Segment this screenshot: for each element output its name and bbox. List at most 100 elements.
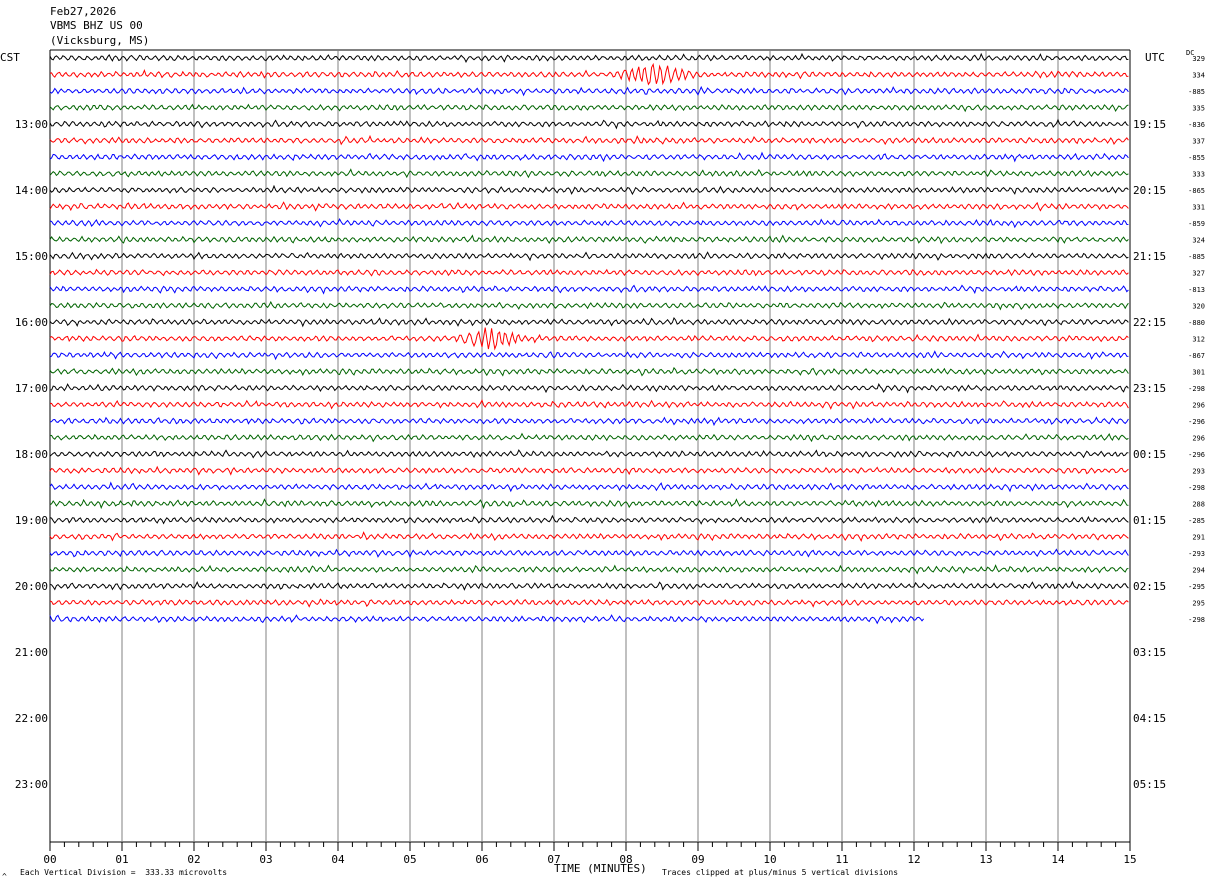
dc-offset-label: 294: [1192, 567, 1205, 575]
header-location: (Vicksburg, MS): [50, 34, 150, 47]
utc-hour-label: 19:15: [1133, 118, 1166, 131]
seismic-trace: [49, 498, 1129, 510]
dc-offset-label: 296: [1192, 402, 1205, 410]
seismic-trace: [49, 184, 1129, 196]
dc-offset-label: -293: [1188, 550, 1205, 558]
seismic-trace: [49, 614, 924, 625]
left-timezone-label: CST: [0, 51, 20, 64]
seismic-trace: [49, 366, 1129, 377]
cst-hour-label: 23:00: [15, 778, 48, 791]
dc-offset-label: -296: [1188, 451, 1205, 459]
utc-hour-label: 02:15: [1133, 580, 1166, 593]
dc-offset-label: -859: [1188, 220, 1205, 228]
x-tick-label: 06: [475, 853, 488, 866]
x-tick-label: 11: [835, 853, 848, 866]
x-tick-label: 13: [979, 853, 992, 866]
x-tick-label: 00: [43, 853, 56, 866]
dc-offset-label: 335: [1192, 105, 1205, 113]
seismic-trace: [49, 103, 1129, 113]
dc-offset-label: -813: [1188, 286, 1205, 294]
scale-note: Each Vertical Division = 333.33 microvol…: [20, 868, 228, 877]
dc-offset-label: -885: [1188, 88, 1205, 96]
dc-offset-label: -885: [1188, 253, 1205, 261]
utc-hour-label: 23:15: [1133, 382, 1166, 395]
seismic-trace: [49, 85, 1129, 97]
dc-offset-label: 324: [1192, 237, 1205, 245]
cst-hour-label: 20:00: [15, 580, 48, 593]
seismic-trace: [49, 580, 1129, 591]
x-tick-label: 12: [907, 853, 920, 866]
x-tick-label: 02: [187, 853, 200, 866]
dc-offset-label: 320: [1192, 303, 1205, 311]
seismic-trace: [49, 514, 1129, 525]
x-tick-label: 05: [403, 853, 416, 866]
dc-offset-label: 331: [1192, 204, 1205, 212]
x-tick-label: 10: [763, 853, 776, 866]
dc-offset-label: -880: [1188, 319, 1205, 327]
seismic-trace: [49, 218, 1129, 229]
x-tick-label: 15: [1123, 853, 1136, 866]
seismic-trace: [49, 300, 1129, 311]
header-station: VBMS BHZ US 00: [50, 19, 143, 32]
x-tick-label: 07: [547, 853, 560, 866]
seismic-trace: [49, 316, 1129, 328]
seismic-trace: [49, 449, 1129, 459]
utc-hour-label: 05:15: [1133, 778, 1166, 791]
dc-offset-label: -296: [1188, 418, 1205, 426]
dc-offset-label: 312: [1192, 336, 1205, 344]
cst-hour-label: 19:00: [15, 514, 48, 527]
seismic-trace: [49, 350, 1129, 361]
header-date: Feb27,2026: [50, 5, 117, 18]
grid-lines: [49, 49, 1131, 851]
dc-offset-label: -298: [1188, 484, 1205, 492]
cst-hour-label: 13:00: [15, 118, 48, 131]
dc-offset-label: 337: [1192, 138, 1205, 146]
seismic-trace: [49, 62, 1129, 86]
dc-offset-label: 327: [1192, 270, 1205, 278]
dc-offset-label: -865: [1188, 187, 1205, 195]
dc-offset-label: 333: [1192, 171, 1205, 179]
utc-hour-label: 01:15: [1133, 514, 1166, 527]
x-tick-label: 01: [115, 853, 128, 866]
cst-hour-label: 15:00: [15, 250, 48, 263]
seismic-trace: [49, 201, 1129, 212]
seismic-trace: [49, 268, 1129, 277]
cst-hour-label: 18:00: [15, 448, 48, 461]
seismic-trace: [49, 52, 1129, 64]
x-tick-label: 03: [259, 853, 272, 866]
x-tick-label: 08: [619, 853, 632, 866]
seismic-trace: [49, 383, 1129, 394]
seismic-trace: [49, 234, 1129, 245]
dc-offset-label: -836: [1188, 121, 1205, 129]
seismic-trace: [49, 134, 1129, 146]
x-tick-label: 04: [331, 853, 345, 866]
seismic-trace: [49, 118, 1129, 130]
dc-offset-label: 296: [1192, 435, 1205, 443]
seismic-trace: [49, 168, 1129, 179]
seismic-trace: [49, 465, 1129, 476]
x-tick-label: 09: [691, 853, 704, 866]
dc-offset-label: 288: [1192, 501, 1205, 509]
cst-hour-label: 22:00: [15, 712, 48, 725]
x-tick-label: 14: [1051, 853, 1065, 866]
clip-note: Traces clipped at plus/minus 5 vertical …: [662, 868, 899, 877]
seismic-trace: [49, 531, 1129, 542]
dc-offset-label: -298: [1188, 385, 1205, 393]
dc-offset-label: 329: [1192, 55, 1205, 63]
utc-hour-label: 04:15: [1133, 712, 1166, 725]
right-timezone-label: UTC: [1145, 51, 1165, 64]
dc-offset-label: 291: [1192, 534, 1205, 542]
dc-offset-label: -867: [1188, 352, 1205, 360]
seismic-trace: [49, 284, 1129, 295]
seismic-trace: [49, 548, 1129, 559]
dc-offset-label: -295: [1188, 583, 1205, 591]
seismic-trace: [49, 598, 1129, 608]
dc-offset-label: 334: [1192, 72, 1205, 80]
seismic-trace: [49, 564, 1129, 575]
dc-offset-label: 301: [1192, 369, 1205, 377]
utc-hour-label: 03:15: [1133, 646, 1166, 659]
x-axis-title: TIME (MINUTES): [554, 862, 647, 875]
utc-hour-label: 21:15: [1133, 250, 1166, 263]
dc-offset-label: -285: [1188, 517, 1205, 525]
